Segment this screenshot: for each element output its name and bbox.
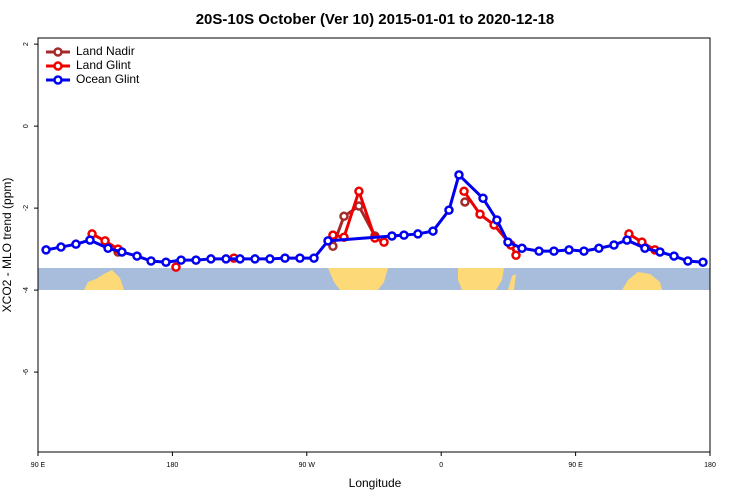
data-point	[460, 197, 470, 207]
data-point	[454, 170, 464, 180]
data-point	[534, 246, 544, 256]
y-axis-label: XCO2 - MLO trend (ppm)	[0, 178, 14, 313]
data-point	[549, 246, 559, 256]
chart-title: 20S-10S October (Ver 10) 2015-01-01 to 2…	[196, 11, 555, 28]
y-tick-label: 0	[23, 124, 30, 128]
y-tick-label: -2	[23, 205, 30, 211]
data-point	[280, 253, 290, 263]
data-point	[176, 255, 186, 265]
land-patch	[622, 272, 662, 290]
data-point	[511, 250, 521, 260]
data-point	[171, 262, 181, 272]
data-point	[71, 239, 81, 249]
data-point	[132, 251, 142, 261]
plot-frame	[37, 37, 711, 453]
data-point	[221, 254, 231, 264]
data-point	[459, 186, 469, 197]
data-point	[517, 243, 527, 254]
data-point	[309, 253, 319, 263]
land-patch	[458, 268, 504, 290]
data-point	[250, 254, 260, 264]
data-point	[339, 211, 349, 222]
data-point	[161, 257, 171, 267]
land-patch	[84, 270, 124, 290]
data-point	[428, 226, 438, 236]
data-point	[100, 236, 110, 246]
data-point	[328, 241, 338, 251]
x-axis-label: Longitude	[349, 476, 402, 490]
x-tick-label: 90 E	[31, 462, 46, 469]
land-ocean-strip	[38, 268, 710, 290]
data-point	[85, 235, 95, 245]
data-point	[103, 243, 113, 254]
data-point	[379, 237, 389, 247]
data-point	[146, 256, 156, 266]
data-point	[354, 186, 364, 197]
legend-marker	[53, 75, 63, 85]
x-tick-label: 0	[439, 462, 443, 469]
data-point	[328, 230, 338, 240]
data-point	[191, 255, 201, 265]
data-point	[323, 236, 333, 246]
data-point	[579, 246, 589, 256]
data-point	[387, 231, 397, 241]
x-tick-label: 180	[704, 462, 716, 469]
data-point	[640, 243, 650, 254]
series-line	[45, 173, 704, 264]
legend-label: Land Nadir	[76, 44, 135, 58]
data-point	[265, 254, 275, 264]
x-tick-label: 90 W	[299, 462, 316, 469]
data-point	[206, 254, 216, 264]
data-point	[478, 193, 488, 204]
data-point	[117, 247, 127, 257]
legend-marker	[53, 61, 63, 71]
y-tick-label: -4	[23, 287, 30, 293]
data-point	[622, 235, 632, 245]
data-point	[295, 253, 305, 263]
data-point	[503, 237, 513, 247]
x-tick-label: 180	[167, 462, 179, 469]
data-point	[669, 251, 679, 261]
data-point	[475, 209, 485, 220]
data-point	[564, 245, 574, 255]
land-patch	[328, 268, 388, 290]
data-point	[609, 240, 619, 250]
data-point	[41, 245, 51, 255]
land-patch	[508, 274, 516, 290]
data-point	[655, 247, 665, 257]
data-point	[698, 257, 708, 267]
data-point	[594, 243, 604, 254]
y-tick-label: -6	[23, 369, 30, 375]
data-point	[235, 254, 245, 264]
legend-label: Ocean Glint	[76, 72, 140, 86]
data-point	[413, 229, 423, 239]
data-point	[492, 215, 502, 225]
data-point	[444, 205, 454, 215]
data-point	[683, 256, 693, 266]
data-point	[399, 230, 409, 240]
x-tick-label: 90 E	[568, 462, 583, 469]
legend-marker	[53, 47, 63, 57]
y-tick-label: 2	[23, 42, 30, 46]
legend-label: Land Glint	[76, 58, 131, 72]
data-point	[56, 242, 66, 252]
